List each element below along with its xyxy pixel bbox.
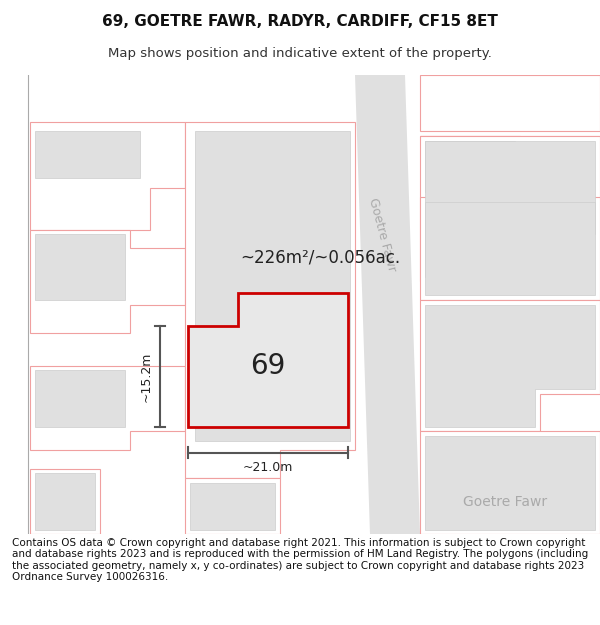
Text: Goetre Fawr: Goetre Fawr xyxy=(463,494,547,509)
Polygon shape xyxy=(195,131,350,441)
Polygon shape xyxy=(420,300,600,431)
Polygon shape xyxy=(420,136,600,197)
Polygon shape xyxy=(420,75,600,131)
Text: 69: 69 xyxy=(250,352,286,379)
Polygon shape xyxy=(30,122,185,229)
Polygon shape xyxy=(30,469,100,534)
Text: ~21.0m: ~21.0m xyxy=(243,461,293,474)
Text: Contains OS data © Crown copyright and database right 2021. This information is : Contains OS data © Crown copyright and d… xyxy=(12,538,588,582)
Polygon shape xyxy=(35,474,95,530)
Polygon shape xyxy=(35,234,125,300)
Polygon shape xyxy=(188,294,348,427)
Polygon shape xyxy=(420,197,600,300)
Text: 69, GOETRE FAWR, RADYR, CARDIFF, CF15 8ET: 69, GOETRE FAWR, RADYR, CARDIFF, CF15 8E… xyxy=(102,14,498,29)
Text: ~15.2m: ~15.2m xyxy=(139,351,152,402)
Polygon shape xyxy=(420,431,600,534)
Polygon shape xyxy=(190,483,275,530)
Text: Goetre Fawr: Goetre Fawr xyxy=(366,196,398,272)
Polygon shape xyxy=(30,366,185,450)
Polygon shape xyxy=(35,370,125,427)
Polygon shape xyxy=(425,304,595,427)
Polygon shape xyxy=(425,141,515,192)
Text: Map shows position and indicative extent of the property.: Map shows position and indicative extent… xyxy=(108,48,492,61)
Polygon shape xyxy=(425,201,595,295)
Polygon shape xyxy=(30,229,185,333)
Polygon shape xyxy=(185,478,280,534)
Polygon shape xyxy=(420,136,600,281)
Polygon shape xyxy=(185,122,355,478)
Text: ~226m²/~0.056ac.: ~226m²/~0.056ac. xyxy=(240,249,400,267)
Polygon shape xyxy=(35,131,140,178)
Polygon shape xyxy=(425,436,595,530)
Polygon shape xyxy=(425,141,595,276)
Polygon shape xyxy=(355,75,420,534)
